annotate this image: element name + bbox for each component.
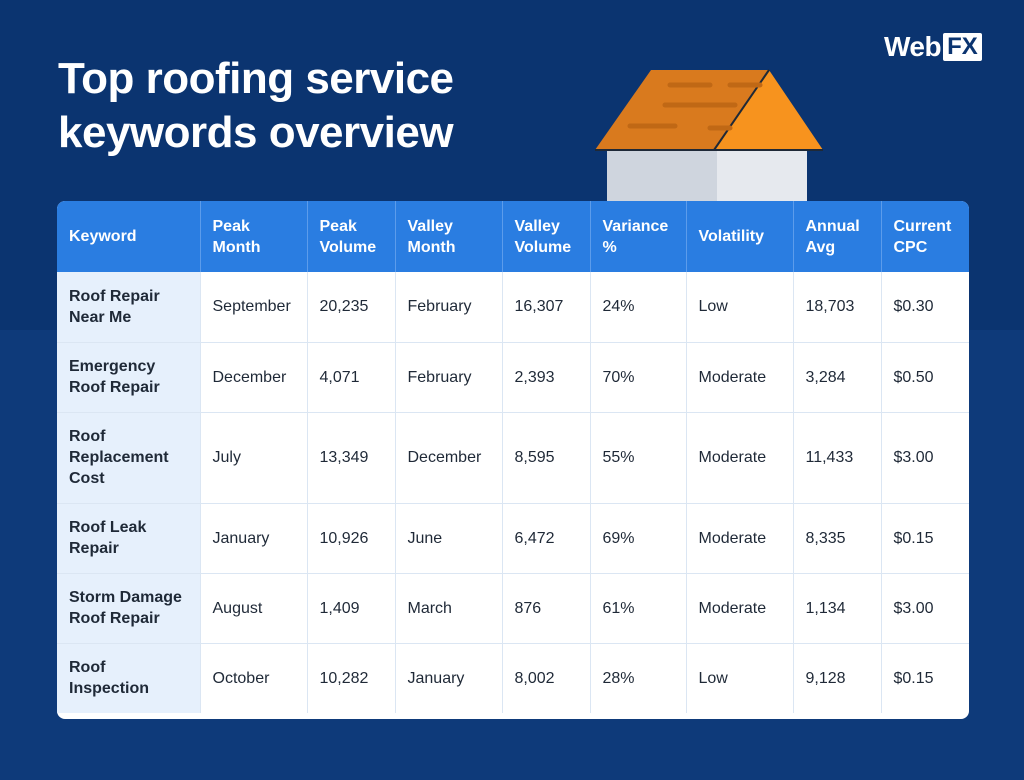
keywords-table: Keyword Peak Month Peak Volume Valley Mo… [57, 201, 969, 713]
house-wall-left [607, 150, 717, 205]
keyword-cell: Roof Inspection [57, 643, 201, 713]
table-cell: January [200, 503, 308, 574]
table-cell: Moderate [686, 573, 794, 644]
table-row: Roof Leak Repair January 10,926 June 6,4… [57, 503, 969, 574]
table-cell: 70% [590, 342, 687, 413]
table-cell: Moderate [686, 342, 794, 413]
keyword-cell: Roof Repair Near Me [57, 272, 201, 343]
table-cell: 55% [590, 412, 687, 504]
table-cell: 20,235 [307, 272, 396, 343]
table-cell: December [200, 342, 308, 413]
table-row: Storm Damage Roof Repair August 1,409 Ma… [57, 573, 969, 644]
table-cell: 876 [502, 573, 591, 644]
table-cell: $0.50 [881, 342, 969, 413]
table-cell: February [395, 342, 503, 413]
table-cell: 61% [590, 573, 687, 644]
webfx-logo: Web FX [884, 31, 982, 62]
table-cell: Moderate [686, 503, 794, 574]
table-row: Roof Inspection October 10,282 January 8… [57, 643, 969, 713]
table-cell: 2,393 [502, 342, 591, 413]
table-row: Emergency Roof Repair December 4,071 Feb… [57, 342, 969, 413]
table-cell: 16,307 [502, 272, 591, 343]
page-title: Top roofing service keywords overview [58, 54, 454, 157]
table-cell: February [395, 272, 503, 343]
table-cell: $3.00 [881, 573, 969, 644]
column-header: Valley Month [395, 201, 503, 272]
table-cell: 9,128 [793, 643, 882, 713]
roof-planks [627, 82, 763, 131]
table-cell: 1,134 [793, 573, 882, 644]
table-cell: 10,926 [307, 503, 396, 574]
table-cell: June [395, 503, 503, 574]
table-cell: 11,433 [793, 412, 882, 504]
table-row: Roof Repair Near Me September 20,235 Feb… [57, 272, 969, 343]
column-header: Current CPC [881, 201, 969, 272]
logo-fx-text: FX [943, 33, 982, 61]
table-cell: 13,349 [307, 412, 396, 504]
table-cell: March [395, 573, 503, 644]
table-cell: 4,071 [307, 342, 396, 413]
keyword-cell: Emergency Roof Repair [57, 342, 201, 413]
table-cell: Moderate [686, 412, 794, 504]
column-header: Volatility [686, 201, 794, 272]
table-cell: 1,409 [307, 573, 396, 644]
table-cell: 6,472 [502, 503, 591, 574]
table-cell: October [200, 643, 308, 713]
table-cell: 8,335 [793, 503, 882, 574]
table-cell: 24% [590, 272, 687, 343]
table-cell: 8,595 [502, 412, 591, 504]
table-cell: $0.15 [881, 503, 969, 574]
table-cell: Low [686, 272, 794, 343]
table-row: Roof Replacement Cost July 13,349 Decemb… [57, 412, 969, 504]
table-cell: 28% [590, 643, 687, 713]
table-cell: September [200, 272, 308, 343]
table-cell: $3.00 [881, 412, 969, 504]
table-cell: 18,703 [793, 272, 882, 343]
roof-side [714, 70, 823, 150]
logo-web-text: Web [884, 31, 942, 62]
keyword-cell: Storm Damage Roof Repair [57, 573, 201, 644]
column-header: Variance % [590, 201, 687, 272]
table-cell: July [200, 412, 308, 504]
table-header-row: Keyword Peak Month Peak Volume Valley Mo… [57, 201, 969, 272]
column-header: Peak Volume [307, 201, 396, 272]
column-header: Keyword [57, 201, 201, 272]
house-wall-right [717, 150, 807, 205]
table-cell: $0.15 [893, 669, 934, 687]
table-cell: 3,284 [793, 342, 882, 413]
column-header: Peak Month [200, 201, 308, 272]
table-cell: 8,002 [502, 643, 591, 713]
table-cell: January [395, 643, 503, 713]
keywords-table-card: Keyword Peak Month Peak Volume Valley Mo… [57, 201, 969, 719]
table-cell: 10,282 [307, 643, 396, 713]
keyword-cell: Roof Leak Repair [57, 503, 201, 574]
column-header: Valley Volume [502, 201, 591, 272]
house-illustration [595, 69, 823, 205]
column-header: Annual Avg [793, 201, 882, 272]
table-cell: Low [686, 643, 794, 713]
table-cell: $0.30 [881, 272, 969, 343]
table-cell: December [395, 412, 503, 504]
table-cell: 69% [590, 503, 687, 574]
table-cell: August [200, 573, 308, 644]
keyword-cell: Roof Replacement Cost [57, 412, 201, 504]
